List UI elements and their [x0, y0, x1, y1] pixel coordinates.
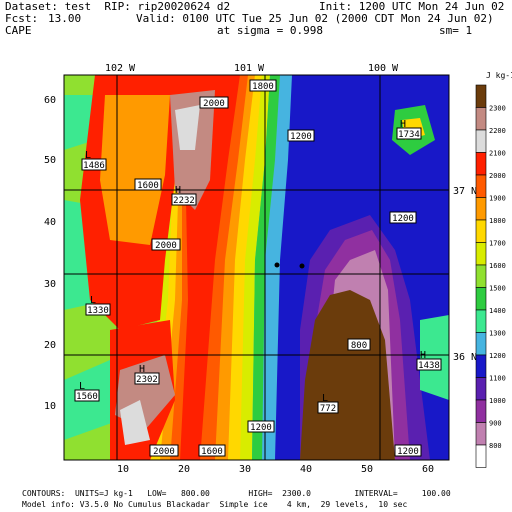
header-init: Init: 1200 UTC Mon 24 Jun 02: [319, 0, 505, 13]
colorbar-level-label: 1200: [489, 352, 506, 360]
colorbar-level-label: 1700: [489, 240, 506, 248]
colorbar-level-label: 800: [489, 442, 502, 450]
high-marker: H: [400, 119, 406, 130]
x-tick-20: 20: [178, 464, 190, 475]
colorbar-swatch: [475, 107, 487, 131]
lon-label-100w: 100 W: [368, 63, 399, 74]
high-marker: H: [175, 185, 181, 196]
colorbar-swatch: [475, 129, 487, 153]
header-fcst-label: Fcst:: [5, 12, 39, 25]
contour-label: 1600: [201, 447, 223, 457]
header-field-name: CAPE: [5, 24, 32, 37]
colorbar-level-label: 1400: [489, 307, 506, 315]
colorbar-swatch: [475, 422, 487, 446]
high-value: 1438: [418, 361, 440, 371]
colorbar-level-label: 1300: [489, 330, 506, 338]
contour-label: 2000: [203, 99, 225, 109]
y-tick-10: 10: [44, 401, 56, 412]
low-value: 1560: [76, 392, 98, 402]
high-value: 1734: [398, 130, 420, 140]
colorbar-swatch: [475, 264, 487, 288]
axes: 60 50 40 30 20 10 10 20 30 40 50 60 102 …: [44, 63, 477, 475]
header-valid: Valid: 0100 UTC Tue 25 Jun 02 (2000 CDT …: [136, 12, 494, 25]
colorbar-level-label: 1900: [489, 195, 506, 203]
footer-contours: CONTOURS: UNITS=J kg-1 LOW= 800.00 HIGH=…: [22, 489, 451, 498]
x-tick-50: 50: [361, 464, 373, 475]
colorbar-swatch: [475, 444, 487, 468]
colorbar-swatch: [475, 84, 487, 108]
high-marker: H: [139, 364, 145, 375]
colorbar-level-label: 900: [489, 420, 502, 428]
low-value: 772: [320, 404, 336, 414]
colorbar-unit: J kg-1: [486, 71, 512, 80]
colorbar-level-label: 1500: [489, 285, 506, 293]
colorbar-swatch: [475, 399, 487, 423]
colorbar-level-label: 2200: [489, 127, 506, 135]
contour-label: 2000: [153, 447, 175, 457]
x-tick-40: 40: [300, 464, 312, 475]
contour-label: 1200: [250, 423, 272, 433]
low-value: 1330: [87, 306, 109, 316]
footer-model-info: Model info: V3.5.0 No Cumulus Blackadar …: [22, 500, 408, 509]
colorbar-level-label: 1000: [489, 397, 506, 405]
colorbar-swatch: [475, 309, 487, 333]
lon-label-101w: 101 W: [234, 63, 265, 74]
contour-label: 1200: [392, 214, 414, 224]
y-tick-30: 30: [44, 279, 56, 290]
colorbar-level-label: 2100: [489, 150, 506, 158]
y-tick-50: 50: [44, 155, 56, 166]
extrema-labels: H 1734 L 1486 H 2232 L 1330 H 2302 L 156…: [74, 119, 442, 414]
colorbar-level-label: 2000: [489, 172, 506, 180]
contour-label: 800: [351, 341, 367, 351]
y-tick-40: 40: [44, 217, 56, 228]
colorbar-level-label: 1800: [489, 217, 506, 225]
y-tick-60: 60: [44, 95, 56, 106]
x-tick-10: 10: [117, 464, 129, 475]
header-sm: sm= 1: [439, 24, 473, 37]
colorbar-swatch: [475, 174, 487, 198]
colorbar-swatch: [475, 377, 487, 401]
contour-label: 1200: [397, 447, 419, 457]
contour-label: 1800: [252, 82, 274, 92]
colorbar-swatch: [475, 197, 487, 221]
x-tick-30: 30: [239, 464, 251, 475]
plot-frame: [63, 74, 450, 461]
city-marker: [299, 263, 305, 269]
lat-label-37n: 37 N: [453, 186, 477, 197]
x-tick-60: 60: [422, 464, 434, 475]
contour-label: 2000: [155, 241, 177, 251]
colorbar-swatch: [475, 354, 487, 378]
colorbar-swatch: [475, 219, 487, 243]
header-fcst-value: 13.00: [48, 12, 82, 25]
color-bar: J kg-1 2300 2200 2100 2000 1900 1800 1700 1600 1…: [475, 71, 512, 468]
cape-field: [64, 75, 449, 460]
city-marker: [274, 262, 280, 268]
low-marker: L: [85, 150, 91, 161]
low-marker: L: [79, 381, 85, 392]
header-sigma: at sigma = 0.998: [217, 24, 323, 37]
lat-label-36n: 36 N: [453, 352, 477, 363]
contour-label: 1600: [137, 181, 159, 191]
colorbar-swatch: [475, 152, 487, 176]
high-marker: H: [420, 350, 426, 361]
colorbar-level-label: 1100: [489, 375, 506, 383]
high-value: 2302: [136, 375, 158, 385]
colorbar-swatch: [475, 332, 487, 356]
low-marker: L: [322, 393, 328, 404]
contour-labels: 2000 1800 1600 1200 1200 2000 800 1200 1…: [134, 79, 422, 457]
colorbar-level-label: 2300: [489, 105, 506, 113]
colorbar-level-label: 1600: [489, 262, 506, 270]
high-value: 2232: [173, 196, 195, 206]
header-dataset: Dataset: test RIP: rip20020624 d2: [5, 0, 231, 13]
colorbar-swatch: [475, 287, 487, 311]
lon-label-102w: 102 W: [105, 63, 136, 74]
boundary-lines: [64, 75, 449, 460]
low-value: 1486: [83, 161, 105, 171]
y-tick-20: 20: [44, 340, 56, 351]
contour-label: 1200: [290, 132, 312, 142]
colorbar-swatch: [475, 242, 487, 266]
low-marker: L: [90, 295, 96, 306]
